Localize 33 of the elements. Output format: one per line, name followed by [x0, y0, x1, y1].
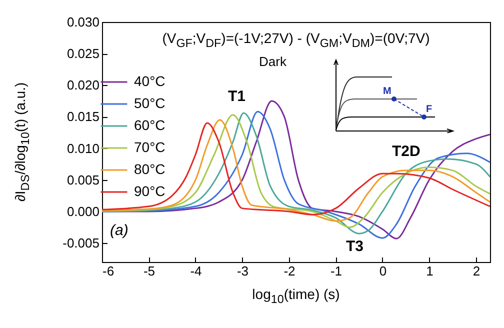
chart-title: (V$_{GF}$;V$_{DF}$)=(-1V;27V) - (V$_{GM}$;V$_{DM}$)=(0V;7V) — [162, 30, 430, 50]
x-tick-label: -6 — [102, 264, 114, 278]
annotation: T1 — [228, 88, 246, 105]
annotation: T3 — [346, 238, 364, 255]
legend-label: 40°C — [134, 73, 166, 89]
annotation: F — [426, 104, 432, 115]
x-tick-label: -1 — [330, 264, 342, 278]
y-tick-label: 0.020 — [66, 78, 100, 93]
legend-label: 60°C — [134, 117, 166, 133]
x-tick-label: 0 — [379, 264, 387, 278]
legend-label: 70°C — [134, 139, 166, 155]
y-tick-label: 0.005 — [66, 172, 100, 188]
annotation: (a) — [110, 222, 128, 239]
legend-label: 50°C — [134, 95, 166, 111]
x-tick-label: -2 — [284, 264, 296, 278]
legend-label: 90°C — [134, 183, 166, 199]
y-tick-label: 0.010 — [66, 140, 100, 156]
y-tick-label: 0.030 — [66, 14, 100, 30]
annotation: T2D — [392, 143, 420, 160]
annotation: M — [383, 86, 392, 97]
x-tick-label: -5 — [143, 264, 156, 278]
x-axis-title: log$_{10}$(time) (s) — [251, 286, 341, 306]
y-tick-label: -0.005 — [62, 236, 100, 251]
x-tick-label: 2 — [472, 264, 480, 278]
y-tick-label: 0.025 — [66, 46, 100, 62]
output-curves-sketch: M F — [334, 58, 455, 133]
annotation: Dark — [259, 54, 286, 69]
x-tick-label: -3 — [236, 264, 249, 278]
x-tick-label: -4 — [190, 264, 202, 278]
x-tick-label: 1 — [426, 264, 434, 278]
legend-label: 80°C — [134, 161, 166, 177]
y-tick-label: 0.000 — [66, 204, 100, 219]
y-tick-label: 0.015 — [66, 109, 100, 124]
